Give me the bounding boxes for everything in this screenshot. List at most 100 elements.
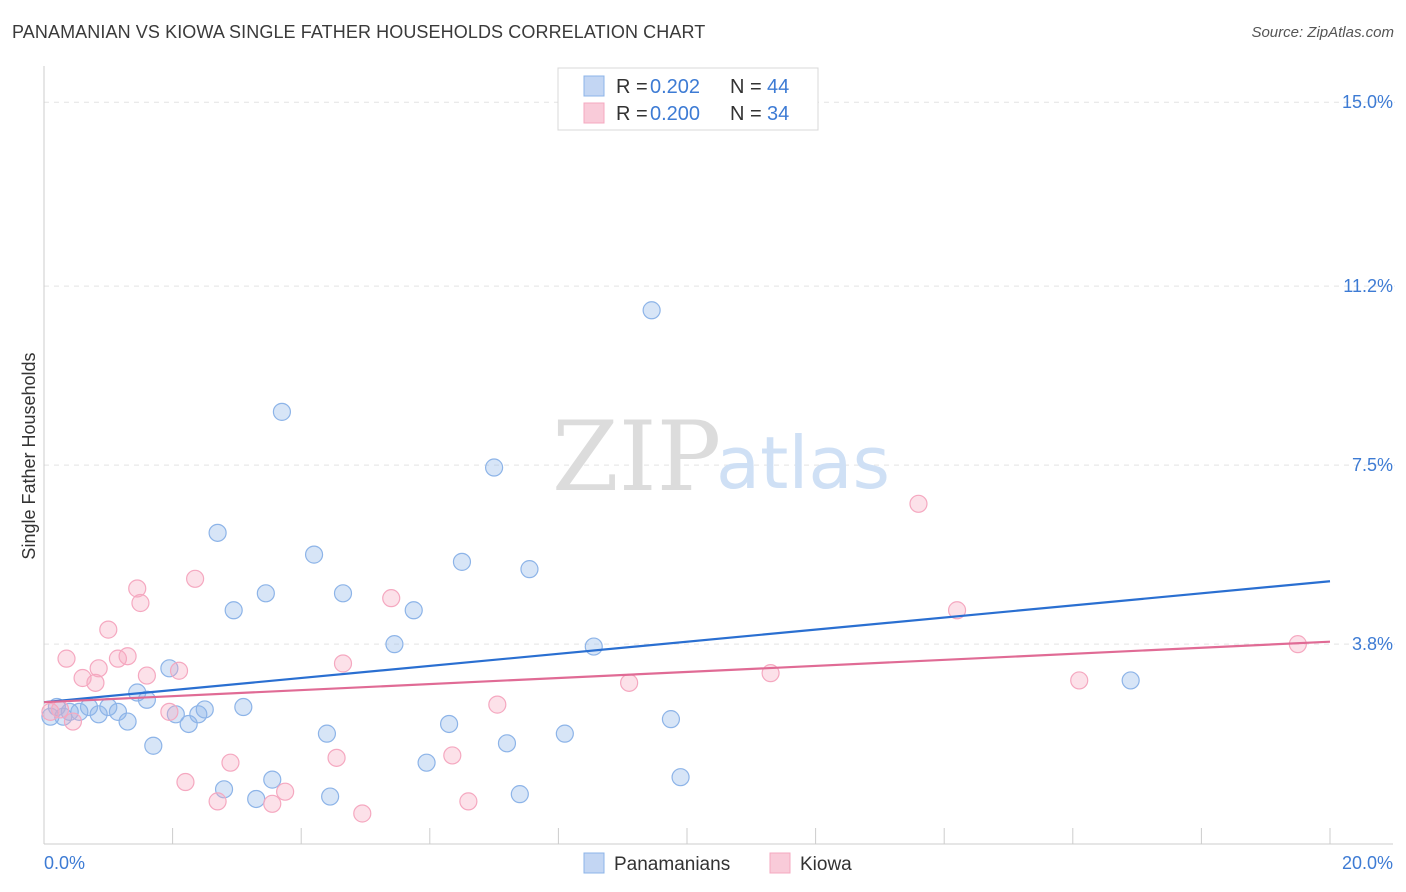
x-tick-label-max: 20.0%: [1342, 853, 1393, 873]
point-kiowa: [160, 702, 179, 721]
point-panamanians: [256, 584, 275, 603]
point-kiowa: [50, 700, 70, 719]
y-tick-label: 3.8%: [1352, 634, 1393, 654]
point-panamanians: [333, 584, 353, 603]
y-tick-label: 15.0%: [1342, 92, 1393, 112]
point-panamanians: [671, 768, 690, 787]
point-panamanians: [520, 560, 539, 579]
point-panamanians: [584, 637, 603, 656]
series-legend-swatch-panamanians: [583, 852, 605, 874]
point-kiowa: [333, 654, 353, 673]
point-kiowa: [353, 804, 372, 823]
point-panamanians: [118, 712, 137, 731]
legend-r-value-1: 0.202: [650, 76, 700, 98]
y-axis-label: Single Father Households: [19, 352, 39, 559]
point-kiowa: [221, 753, 240, 772]
point-kiowa: [620, 673, 639, 692]
point-panamanians: [41, 707, 60, 726]
point-kiowa: [208, 792, 227, 811]
point-kiowa: [128, 579, 147, 598]
point-panamanians: [1121, 671, 1140, 690]
watermark: ZIP atlas: [552, 401, 890, 513]
point-panamanians: [642, 301, 661, 320]
point-kiowa: [186, 569, 205, 588]
point-kiowa: [443, 746, 462, 765]
point-panamanians: [144, 736, 163, 755]
y-tick-label: 11.2%: [1343, 276, 1393, 296]
legend-r-value-2: 0.200: [650, 103, 700, 125]
data-points: [41, 301, 1307, 823]
gridlines: [44, 101, 1395, 645]
point-kiowa: [118, 647, 137, 666]
point-kiowa: [1070, 671, 1089, 690]
point-panamanians: [555, 724, 574, 743]
point-panamanians: [224, 601, 243, 620]
point-kiowa: [169, 661, 189, 680]
source-label: Source: ZipAtlas.com: [1251, 24, 1394, 41]
legend-n-value-2: 34: [767, 103, 789, 125]
point-kiowa: [63, 712, 83, 731]
point-kiowa: [176, 772, 195, 792]
watermark-zip: ZIP: [552, 401, 721, 513]
point-panamanians: [195, 700, 214, 719]
point-panamanians: [404, 601, 423, 620]
point-panamanians: [497, 734, 517, 753]
point-kiowa: [488, 695, 507, 714]
point-kiowa: [131, 593, 150, 613]
point-kiowa: [86, 673, 105, 692]
point-panamanians: [439, 714, 459, 734]
trend-line-kiowa: [43, 640, 1331, 704]
point-panamanians: [179, 714, 198, 734]
point-panamanians: [234, 697, 253, 717]
legend-n-label-1: N =: [730, 76, 762, 98]
legend-swatch-kiowa: [583, 102, 605, 124]
point-kiowa: [89, 659, 108, 678]
series-legend-label-kiowa: Kiowa: [800, 854, 852, 875]
point-kiowa: [459, 792, 478, 811]
series-legend: Panamanians Kiowa: [583, 852, 852, 875]
trend-line-panamanians: [43, 580, 1331, 704]
point-panamanians: [385, 635, 404, 654]
point-panamanians: [321, 787, 340, 806]
point-panamanians: [208, 523, 227, 542]
point-panamanians: [137, 690, 156, 709]
point-kiowa: [947, 601, 967, 620]
point-panamanians: [452, 552, 472, 571]
point-kiowa: [57, 649, 76, 668]
watermark-atlas: atlas: [716, 421, 890, 505]
point-kiowa: [382, 589, 401, 608]
point-panamanians: [70, 702, 89, 721]
point-panamanians: [108, 702, 128, 721]
point-kiowa: [263, 794, 282, 813]
trend-lines: [43, 580, 1331, 704]
series-legend-swatch-kiowa: [769, 852, 791, 874]
point-panamanians: [263, 770, 282, 789]
point-panamanians: [272, 402, 292, 421]
chart-title: PANAMANIAN VS KIOWA SINGLE FATHER HOUSEH…: [12, 22, 706, 42]
legend-swatch-panamanians: [583, 75, 605, 97]
point-panamanians: [417, 753, 436, 772]
legend-n-label-2: N =: [730, 103, 762, 125]
point-panamanians: [317, 724, 337, 743]
point-kiowa: [327, 748, 346, 767]
point-panamanians: [661, 710, 681, 729]
legend-r-label-2: R =: [616, 103, 648, 125]
point-panamanians: [89, 705, 108, 724]
y-tick-labels: 3.8% 7.5% 11.2% 15.0%: [1342, 92, 1393, 654]
point-kiowa: [909, 494, 928, 513]
axes: [43, 66, 1393, 845]
point-panamanians: [485, 458, 504, 477]
y-tick-label: 7.5%: [1352, 455, 1393, 475]
series-legend-label-panamanians: Panamanians: [614, 854, 730, 875]
point-panamanians: [510, 785, 529, 804]
stats-legend: R = 0.202 N = 44 R = 0.200 N = 34: [557, 67, 819, 131]
x-tick-label-min: 0.0%: [44, 853, 85, 873]
legend-r-label-1: R =: [616, 76, 648, 98]
point-kiowa: [137, 666, 156, 685]
legend-n-value-1: 44: [767, 76, 789, 98]
point-panamanians: [247, 789, 266, 809]
point-kiowa: [99, 620, 118, 639]
point-kiowa: [276, 782, 295, 801]
point-panamanians: [304, 545, 324, 564]
